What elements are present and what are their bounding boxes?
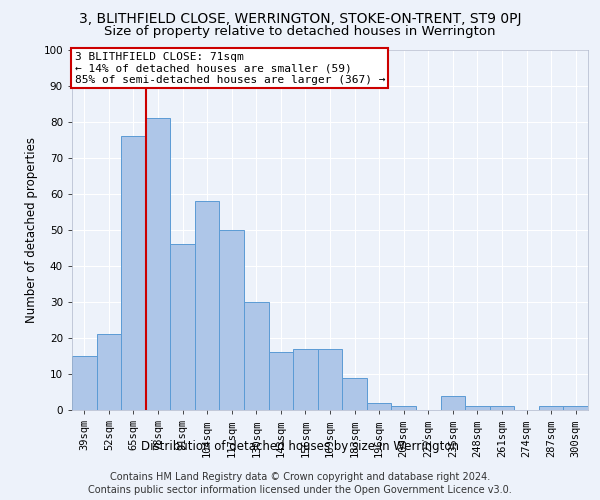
Bar: [220, 230, 244, 410]
Bar: [244, 302, 269, 410]
Text: Contains HM Land Registry data © Crown copyright and database right 2024.: Contains HM Land Registry data © Crown c…: [110, 472, 490, 482]
Bar: [170, 244, 195, 410]
Bar: [293, 349, 318, 410]
Text: Size of property relative to detached houses in Werrington: Size of property relative to detached ho…: [104, 25, 496, 38]
Bar: [490, 406, 514, 410]
Bar: [539, 406, 563, 410]
Text: Distribution of detached houses by size in Werrington: Distribution of detached houses by size …: [141, 440, 459, 453]
Bar: [121, 136, 146, 410]
Bar: [72, 356, 97, 410]
Bar: [146, 118, 170, 410]
Bar: [97, 334, 121, 410]
Bar: [342, 378, 367, 410]
Y-axis label: Number of detached properties: Number of detached properties: [25, 137, 38, 323]
Bar: [391, 406, 416, 410]
Bar: [195, 201, 220, 410]
Bar: [269, 352, 293, 410]
Bar: [563, 406, 588, 410]
Bar: [367, 403, 391, 410]
Text: 3, BLITHFIELD CLOSE, WERRINGTON, STOKE-ON-TRENT, ST9 0PJ: 3, BLITHFIELD CLOSE, WERRINGTON, STOKE-O…: [79, 12, 521, 26]
Bar: [440, 396, 465, 410]
Text: Contains public sector information licensed under the Open Government Licence v3: Contains public sector information licen…: [88, 485, 512, 495]
Text: 3 BLITHFIELD CLOSE: 71sqm
← 14% of detached houses are smaller (59)
85% of semi-: 3 BLITHFIELD CLOSE: 71sqm ← 14% of detac…: [74, 52, 385, 85]
Bar: [318, 349, 342, 410]
Bar: [465, 406, 490, 410]
